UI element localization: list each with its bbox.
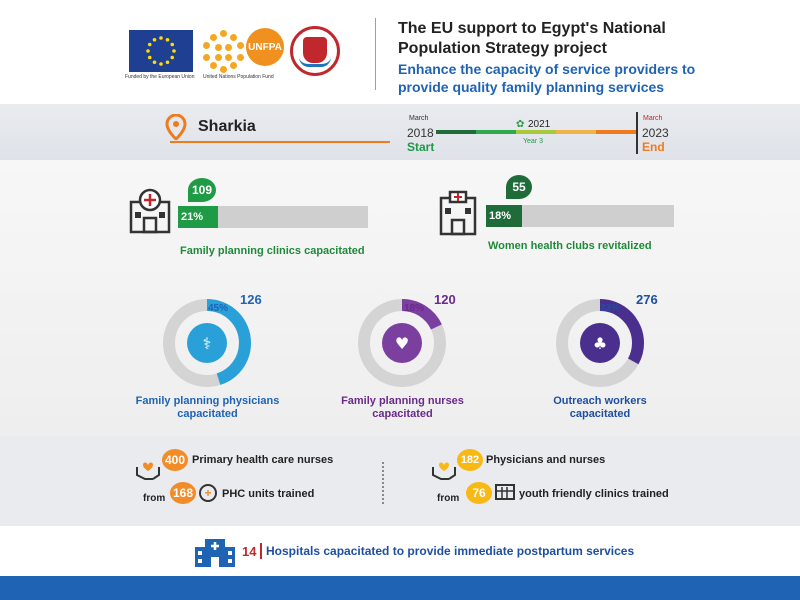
svg-text:♥: ♥ <box>395 334 409 353</box>
yfc-count-badge: 76 <box>466 482 492 504</box>
clinics-caption: Family planning clinics capacitated <box>180 245 365 257</box>
outreach-total: 276 <box>636 292 658 307</box>
unfpa-logo: UNFPA <box>246 28 284 66</box>
timeline-start-label: Start <box>407 140 435 154</box>
health-clubs-progress-bar: 18% <box>486 205 674 227</box>
hospital-icon <box>193 533 237 572</box>
nurses-caption: Family planning nurses capacitated <box>330 395 475 421</box>
clinics-progress-fill: 21% <box>178 206 218 228</box>
phc-nurses-text: Primary health care nurses <box>192 454 334 466</box>
physicians-caption-line2: capacitated <box>177 408 238 420</box>
phc-nurses-count-badge: 400 <box>162 449 188 471</box>
timeline-end-label: End <box>642 140 665 154</box>
unfpa-caption: United Nations Population Fund <box>203 74 274 80</box>
region-name: Sharkia <box>198 118 256 135</box>
physicians-nurses-text: Physicians and nurses <box>486 454 606 466</box>
clinics-progress-bar: 21% <box>178 206 368 228</box>
stats-separator <box>382 462 384 504</box>
hospitals-divider <box>260 543 262 559</box>
region-underline <box>170 141 390 143</box>
nurses-percent: 18% <box>404 303 425 314</box>
un-logo <box>203 30 245 73</box>
eu-caption: Funded by the European Union <box>125 74 195 80</box>
timeline-end-tick <box>636 112 638 154</box>
outreach-caption-line2: capacitated <box>569 408 631 420</box>
hospitals-count: 14 <box>242 544 257 559</box>
health-clubs-caption: Women health clubs revitalized <box>488 240 652 252</box>
nurses-caption-line2: capacitated <box>372 408 433 420</box>
location-band <box>0 104 800 160</box>
outreach-caption: Outreach workers capacitated <box>540 395 660 421</box>
physicians-total: 126 <box>240 292 262 307</box>
cross-badge-icon: + <box>199 484 217 502</box>
svg-text:♣: ♣ <box>593 334 607 353</box>
physicians-percent: 45% <box>208 303 229 314</box>
svg-text:⚕: ⚕ <box>203 334 212 353</box>
training-band <box>0 436 800 526</box>
map-pin-icon <box>165 113 187 142</box>
outreach-percent: 33% <box>600 303 621 314</box>
physicians-caption: Family planning physicians capacitated <box>130 395 285 421</box>
nurses-donut: ♥ <box>357 298 447 393</box>
heart-hands-icon <box>431 457 457 486</box>
heart-hands-icon <box>135 457 161 486</box>
clinics-count-badge: 109 <box>188 178 216 202</box>
physicians-nurses-count-badge: 182 <box>457 449 483 471</box>
health-clubs-progress-fill: 18% <box>486 205 522 227</box>
phc-units-count-badge: 168 <box>170 482 196 504</box>
progress-gear-icon: ✿ <box>516 119 525 130</box>
outreach-caption-line1: Outreach workers <box>553 395 647 407</box>
timeline-bar <box>436 130 636 134</box>
phc-units-text: PHC units trained <box>222 488 315 500</box>
timeline-mid-year: 2021 <box>528 119 551 130</box>
yfc-text: youth friendly clinics trained <box>519 488 669 500</box>
timeline-mid-label: Year 3 <box>523 138 543 145</box>
yfc-from-label: from <box>437 493 460 504</box>
phc-from-label: from <box>143 493 166 504</box>
health-clubs-count-badge: 55 <box>506 175 532 199</box>
clinic-building-icon <box>128 188 172 239</box>
nurses-caption-line1: Family planning nurses <box>341 395 464 407</box>
physicians-donut: ⚕ <box>162 298 252 393</box>
hospitals-band <box>0 526 800 576</box>
eu-flag-logo <box>129 30 193 72</box>
outreach-donut: ♣ <box>555 298 645 393</box>
physicians-caption-line1: Family planning physicians <box>135 395 280 407</box>
timeline-end-year: 2023 <box>642 126 669 140</box>
timeline-start-year: 2018 <box>407 126 434 140</box>
nurses-total: 120 <box>434 292 456 307</box>
timeline-start-month: March <box>409 115 429 122</box>
header-divider <box>375 18 376 90</box>
timeline-end-month: March <box>643 115 663 122</box>
page-subtitle: Enhance the capacity of service provider… <box>398 61 696 95</box>
header: Funded by the European Union UNFPA Unite… <box>0 0 800 104</box>
page-title: The EU support to Egypt's National Popul… <box>398 20 666 57</box>
clinic-grid-icon <box>495 484 515 500</box>
ministry-of-health-logo <box>290 26 340 76</box>
hospitals-text: Hospitals capacitated to provide immedia… <box>266 544 635 558</box>
health-club-building-icon <box>438 190 478 241</box>
footer-band <box>0 576 800 600</box>
